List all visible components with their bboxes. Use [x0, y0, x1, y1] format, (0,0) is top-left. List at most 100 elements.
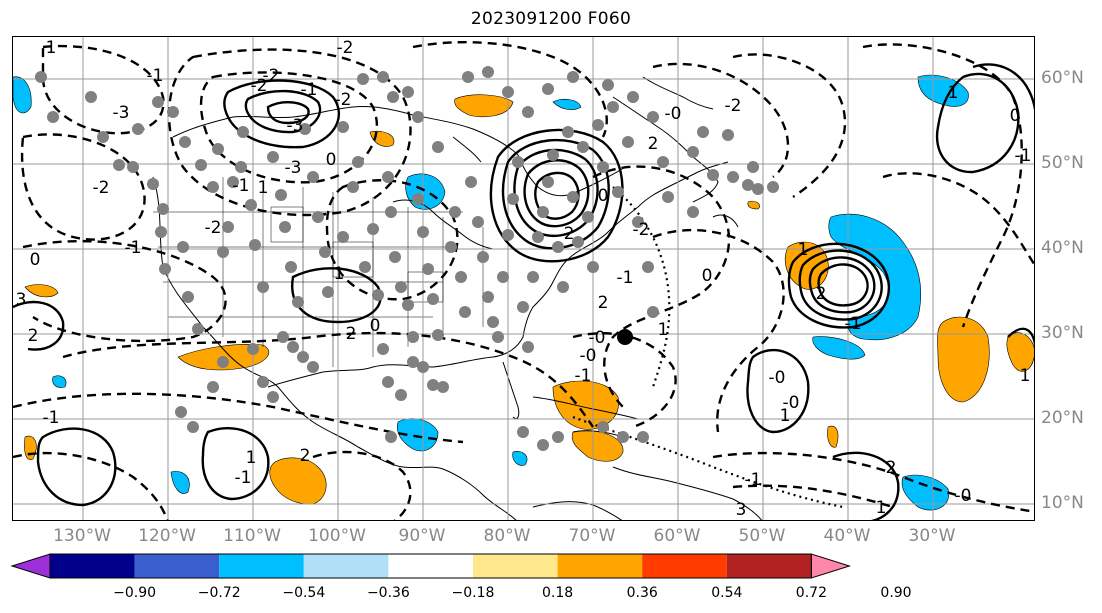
- station-dot: [517, 301, 529, 313]
- contour-label: -1: [147, 66, 164, 86]
- colorbar-segment: [557, 554, 643, 578]
- target-point-marker[interactable]: [617, 329, 633, 345]
- station-dot: [395, 389, 407, 401]
- station-dot: [357, 73, 369, 85]
- station-dot: [382, 376, 394, 388]
- station-dot: [537, 206, 549, 218]
- contour-label: -0: [783, 393, 800, 413]
- contour-label: -1: [301, 80, 318, 100]
- station-dot: [312, 211, 324, 223]
- contour-label: 2: [816, 284, 827, 304]
- station-dot: [657, 156, 669, 168]
- contour-label: 0: [702, 266, 713, 286]
- longitude-label: 100°W: [308, 526, 366, 546]
- station-dot: [227, 176, 239, 188]
- station-dot: [359, 261, 371, 273]
- station-dot: [249, 239, 261, 251]
- station-dot: [322, 286, 334, 298]
- contour-label: -2: [251, 76, 268, 96]
- station-dot: [307, 361, 319, 373]
- station-dot: [292, 296, 304, 308]
- station-dot: [337, 231, 349, 243]
- colorbar-extend-low: [10, 553, 51, 579]
- station-dot: [192, 323, 204, 335]
- contour-label: 1: [258, 178, 269, 198]
- station-dot: [285, 261, 297, 273]
- station-dot: [567, 191, 579, 203]
- contour-label: -2: [337, 38, 354, 58]
- contour-label: 0: [30, 250, 41, 270]
- longitude-label: 40°W: [823, 526, 871, 546]
- contour-label: -0: [665, 104, 682, 124]
- station-dot: [462, 71, 474, 83]
- station-dot: [707, 169, 719, 181]
- map-plot[interactable]: 1 -2 -1 -3 -3 -2 -1 0 -2 -3 -2 0 -2 -1 1 -1 2 0 -0 -2 0 -2 2 -1…: [12, 36, 1035, 521]
- station-dot: [377, 71, 389, 83]
- station-dot: [352, 156, 364, 168]
- station-dot: [299, 123, 311, 135]
- station-dot: [217, 246, 229, 258]
- contour-label: -0: [580, 346, 597, 366]
- station-dot: [235, 161, 247, 173]
- contour-label: -1: [43, 408, 60, 428]
- colorbar-tick-label: 0.72: [795, 585, 827, 601]
- colorbar-segment: [473, 554, 558, 578]
- graticule: [13, 37, 1034, 520]
- station-dot: [567, 71, 579, 83]
- longitude-label: 130°W: [53, 526, 111, 546]
- station-dot: [132, 123, 144, 135]
- station-dot: [492, 331, 504, 343]
- station-dot: [267, 151, 279, 163]
- station-dot: [275, 189, 287, 201]
- station-dot: [517, 426, 529, 438]
- station-dot: [113, 159, 125, 171]
- station-dot: [182, 291, 194, 303]
- station-dot: [167, 106, 179, 118]
- station-dot: [617, 431, 629, 443]
- contour-label: -1: [233, 176, 250, 196]
- contour-label: -1: [745, 470, 762, 490]
- station-dot: [562, 126, 574, 138]
- contour-label: -2: [205, 218, 222, 238]
- station-dot: [557, 281, 569, 293]
- contour-label: -2: [93, 178, 110, 198]
- observation-stations: [35, 66, 779, 451]
- colorbar-tick-label: 0.36: [626, 585, 658, 601]
- longitude-label: 60°W: [653, 526, 701, 546]
- station-dot: [747, 161, 759, 173]
- station-dot: [412, 193, 424, 205]
- station-dot: [152, 96, 164, 108]
- station-dot: [647, 306, 659, 318]
- station-dot: [597, 161, 609, 173]
- station-dot: [472, 216, 484, 228]
- colorbar-tick-label: −0.18: [451, 585, 495, 601]
- negative-contours: [13, 40, 1034, 520]
- contour-label: -0: [589, 328, 606, 348]
- positive-shading: [24, 94, 1034, 505]
- station-dot: [687, 146, 699, 158]
- station-dot: [482, 66, 494, 78]
- latitude-label: 30°N: [1041, 323, 1084, 343]
- colorbar-segment: [134, 554, 220, 578]
- station-dot: [607, 101, 619, 113]
- positive-contours: [13, 63, 1034, 520]
- station-dot: [522, 341, 534, 353]
- station-dot: [637, 431, 649, 443]
- station-dot: [727, 171, 739, 183]
- contour-label: 1: [780, 406, 791, 426]
- station-dot: [412, 111, 424, 123]
- station-dot: [612, 186, 624, 198]
- colorbar-tick-label: −0.90: [113, 585, 157, 601]
- colorbar-tick-label: −0.72: [197, 585, 241, 601]
- station-dot: [459, 306, 471, 318]
- station-dot: [522, 106, 534, 118]
- contour-label: -1: [125, 238, 142, 258]
- station-dot: [427, 379, 439, 391]
- contour-label: 3: [736, 500, 747, 520]
- contour-label: 0: [370, 316, 381, 336]
- station-dot: [395, 281, 407, 293]
- station-dot: [552, 431, 564, 443]
- station-dot: [179, 136, 191, 148]
- station-dot: [207, 181, 219, 193]
- station-dot: [582, 211, 594, 223]
